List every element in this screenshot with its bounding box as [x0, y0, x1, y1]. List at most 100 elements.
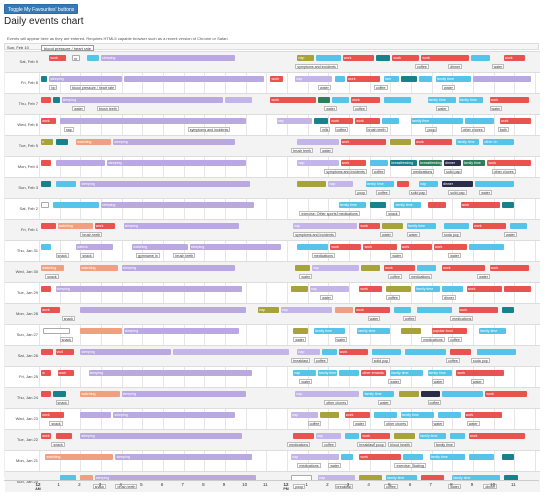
- event-bar[interactable]: [477, 349, 517, 355]
- event-bar[interactable]: work: [359, 454, 401, 460]
- event-tag[interactable]: family time: [433, 442, 455, 447]
- event-bar[interactable]: [173, 349, 290, 355]
- event-tag[interactable]: coffee: [448, 337, 462, 342]
- event-bar[interactable]: work: [464, 412, 502, 418]
- event-bar[interactable]: [297, 181, 327, 187]
- event-bar[interactable]: breastfeeding: [390, 160, 418, 166]
- event-bar[interactable]: [41, 181, 52, 187]
- event-bar[interactable]: family time: [462, 160, 486, 166]
- event-bar[interactable]: sleeping: [101, 55, 236, 61]
- event-tag[interactable]: blood health: [388, 442, 412, 447]
- event-tag[interactable]: dinner: [448, 64, 463, 69]
- event-bar[interactable]: work: [392, 55, 420, 61]
- event-bar[interactable]: [315, 55, 341, 61]
- event-bar[interactable]: work: [330, 244, 362, 250]
- event-bar[interactable]: watching: [80, 391, 120, 397]
- event-bar[interactable]: work: [359, 223, 380, 229]
- event-tag[interactable]: exercise: Skating: [394, 463, 426, 468]
- event-tag[interactable]: solid pop: [371, 358, 391, 363]
- event-tag[interactable]: medications: [287, 442, 311, 447]
- event-bar[interactable]: patrick: [76, 244, 114, 250]
- event-tag[interactable]: coffee: [384, 484, 398, 489]
- event-bar[interactable]: family time: [411, 118, 463, 124]
- event-tag[interactable]: bath: [497, 127, 509, 132]
- event-tag[interactable]: soda pop: [470, 358, 490, 363]
- event-bar[interactable]: work: [49, 55, 66, 61]
- event-bar[interactable]: work: [359, 286, 383, 292]
- event-tag[interactable]: poop: [355, 190, 368, 195]
- event-tag[interactable]: symptoms and incidents: [293, 232, 336, 237]
- event-tag[interactable]: water: [320, 295, 333, 300]
- event-bar[interactable]: [225, 97, 252, 103]
- event-bar[interactable]: [293, 328, 308, 334]
- event-bar[interactable]: work: [415, 139, 453, 145]
- event-tag[interactable]: snack: [80, 253, 94, 258]
- event-bar[interactable]: work: [466, 286, 502, 292]
- event-bar[interactable]: nap: [315, 433, 341, 439]
- event-bar[interactable]: [444, 223, 469, 229]
- event-bar[interactable]: sleeping: [55, 286, 242, 292]
- event-bar[interactable]: [80, 307, 246, 313]
- event-tag[interactable]: water: [448, 484, 461, 489]
- event-bar[interactable]: nap: [291, 454, 339, 460]
- event-bar[interactable]: work: [270, 97, 316, 103]
- event-tag[interactable]: symptoms and incidents: [324, 169, 367, 174]
- event-tag[interactable]: snack: [51, 442, 65, 447]
- event-bar[interactable]: family time: [313, 328, 345, 334]
- event-bar[interactable]: nap: [311, 265, 360, 271]
- event-tag[interactable]: water: [466, 421, 480, 426]
- event-bar[interactable]: [340, 454, 354, 460]
- event-tag[interactable]: coffee: [388, 274, 402, 279]
- event-bar[interactable]: [421, 475, 445, 481]
- event-bar[interactable]: family time: [429, 454, 465, 460]
- event-bar[interactable]: family time: [427, 97, 457, 103]
- event-bar[interactable]: work: [344, 412, 370, 418]
- event-bar[interactable]: family time: [365, 181, 395, 187]
- event-bar[interactable]: [80, 475, 93, 481]
- event-bar[interactable]: [320, 412, 339, 418]
- event-tag[interactable]: water: [72, 106, 85, 111]
- event-tag[interactable]: other chores: [460, 127, 485, 132]
- event-bar[interactable]: watching: [41, 265, 64, 271]
- event-bar[interactable]: [369, 160, 389, 166]
- event-tag[interactable]: coffee: [353, 106, 367, 111]
- event-bar[interactable]: [427, 202, 447, 208]
- event-bar[interactable]: [400, 76, 418, 82]
- event-bar[interactable]: [41, 202, 50, 208]
- event-bar[interactable]: [375, 55, 391, 61]
- event-bar[interactable]: [361, 265, 380, 271]
- event-bar[interactable]: [417, 307, 453, 313]
- event-tag[interactable]: water: [334, 337, 348, 342]
- event-bar[interactable]: work: [460, 202, 500, 208]
- event-tag[interactable]: snack: [49, 421, 63, 426]
- event-bar[interactable]: sleeping: [107, 160, 246, 166]
- event-bar[interactable]: watching: [132, 244, 188, 250]
- event-bar[interactable]: work: [400, 244, 432, 250]
- event-bar[interactable]: [332, 97, 349, 103]
- event-bar[interactable]: [394, 433, 416, 439]
- event-tag[interactable]: snack: [92, 484, 107, 489]
- event-tag[interactable]: dinner: [442, 295, 456, 300]
- event-bar[interactable]: [442, 391, 484, 397]
- event-bar[interactable]: [295, 265, 310, 271]
- event-tag[interactable]: breakfast: [291, 358, 310, 363]
- event-bar[interactable]: n: [41, 139, 54, 145]
- event-bar[interactable]: watching: [57, 223, 93, 229]
- event-bar[interactable]: [334, 307, 354, 313]
- event-bar[interactable]: [373, 412, 397, 418]
- event-tag[interactable]: water: [380, 232, 393, 237]
- event-bar[interactable]: family time: [400, 412, 434, 418]
- toggle-favourites-button[interactable]: Toggle My Favourites' buttons: [4, 4, 79, 14]
- event-tag[interactable]: bp: [49, 85, 58, 90]
- event-tag[interactable]: coffee: [307, 421, 322, 426]
- event-tag[interactable]: water: [324, 106, 337, 111]
- event-bar[interactable]: [501, 454, 515, 460]
- event-bar[interactable]: nap: [318, 475, 356, 481]
- event-bar[interactable]: work: [330, 118, 354, 124]
- event-bar[interactable]: [41, 349, 54, 355]
- event-tag[interactable]: breakfast: [334, 484, 354, 489]
- event-tag[interactable]: water: [293, 337, 306, 342]
- event-tag[interactable]: poop: [373, 442, 386, 447]
- event-bar[interactable]: nap: [309, 286, 349, 292]
- event-bar[interactable]: work: [433, 244, 467, 250]
